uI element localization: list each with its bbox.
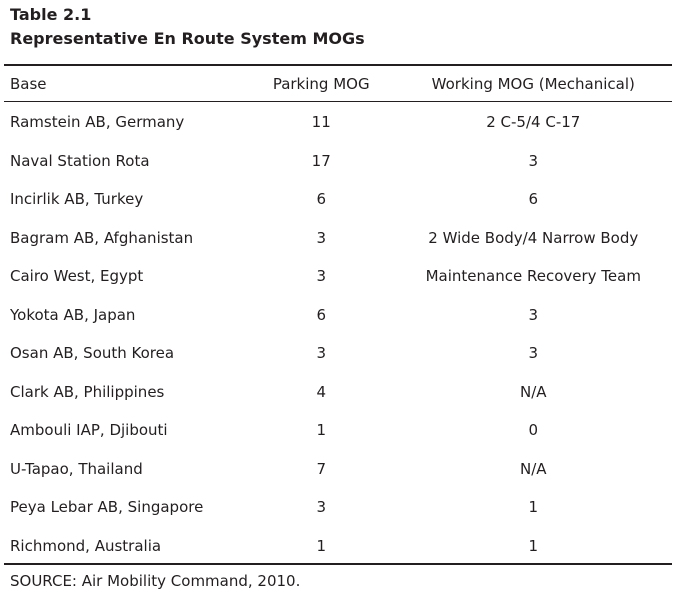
cell-parking: 6 [316, 190, 326, 209]
table-row: Peya Lebar AB, Singapore 3 1 [4, 488, 672, 527]
cell-base: Peya Lebar AB, Singapore [10, 498, 204, 517]
cell-working: Maintenance Recovery Team [425, 267, 641, 286]
cell-working: 3 [528, 344, 539, 363]
cell-working: 2 Wide Body/4 Narrow Body [428, 228, 639, 247]
table-row: Naval Station Rota 17 3 [4, 142, 672, 181]
cell-working: 1 [528, 536, 539, 555]
cell-working: 0 [528, 421, 539, 440]
table-row: Osan AB, South Korea 3 3 [4, 334, 672, 373]
table-row: Incirlik AB, Turkey 6 6 [4, 180, 672, 219]
header-parking-mog: Parking MOG [272, 74, 370, 93]
cell-working: 3 [528, 151, 539, 170]
cell-base: U-Tapao, Thailand [10, 459, 143, 478]
cell-parking: 1 [316, 421, 326, 440]
cell-base: Ramstein AB, Germany [10, 113, 185, 132]
cell-parking: 3 [316, 267, 326, 286]
cell-base: Cairo West, Egypt [10, 267, 144, 286]
cell-working: N/A [520, 459, 547, 478]
cell-working: 3 [528, 305, 539, 324]
table-header-rule [4, 101, 672, 102]
cell-parking: 17 [311, 151, 331, 170]
cell-working: 2 C-5/4 C-17 [486, 113, 581, 132]
table-source-note: SOURCE: Air Mobility Command, 2010. [10, 572, 301, 590]
header-base: Base [10, 74, 47, 93]
cell-base: Richmond, Australia [10, 536, 162, 555]
cell-base: Bagram AB, Afghanistan [10, 228, 194, 247]
cell-base: Ambouli IAP, Djibouti [10, 421, 168, 440]
cell-parking: 4 [316, 382, 326, 401]
cell-base: Naval Station Rota [10, 151, 150, 170]
cell-parking: 11 [311, 113, 331, 132]
cell-parking: 6 [316, 305, 326, 324]
table-row: Ramstein AB, Germany 11 2 C-5/4 C-17 [4, 101, 672, 142]
cell-parking: 3 [316, 228, 326, 247]
table-header-row: Base Parking MOG Working MOG (Mechanical… [4, 66, 672, 101]
table-bottom-rule [4, 563, 672, 565]
cell-working: 1 [528, 498, 539, 517]
cell-base: Yokota AB, Japan [10, 305, 136, 324]
cell-parking: 3 [316, 344, 326, 363]
cell-base: Clark AB, Philippines [10, 382, 165, 401]
table-row: Yokota AB, Japan 6 3 [4, 296, 672, 335]
table-top-rule [4, 64, 672, 66]
table-row: U-Tapao, Thailand 7 N/A [4, 450, 672, 489]
cell-base: Incirlik AB, Turkey [10, 190, 144, 209]
table-row: Clark AB, Philippines 4 N/A [4, 373, 672, 412]
table-row: Cairo West, Egypt 3 Maintenance Recovery… [4, 257, 672, 296]
cell-parking: 7 [316, 459, 326, 478]
cell-base: Osan AB, South Korea [10, 344, 175, 363]
header-working-mog: Working MOG (Mechanical) [431, 74, 635, 93]
cell-parking: 3 [316, 498, 326, 517]
table-title: Representative En Route System MOGs [10, 29, 365, 48]
cell-working: N/A [520, 382, 547, 401]
mog-table: Base Parking MOG Working MOG (Mechanical… [4, 66, 672, 565]
table-row: Richmond, Australia 1 1 [4, 527, 672, 566]
table-row: Bagram AB, Afghanistan 3 2 Wide Body/4 N… [4, 219, 672, 258]
cell-working: 6 [528, 190, 539, 209]
table-number: Table 2.1 [10, 5, 92, 24]
table-row: Ambouli IAP, Djibouti 1 0 [4, 411, 672, 450]
cell-parking: 1 [316, 536, 326, 555]
